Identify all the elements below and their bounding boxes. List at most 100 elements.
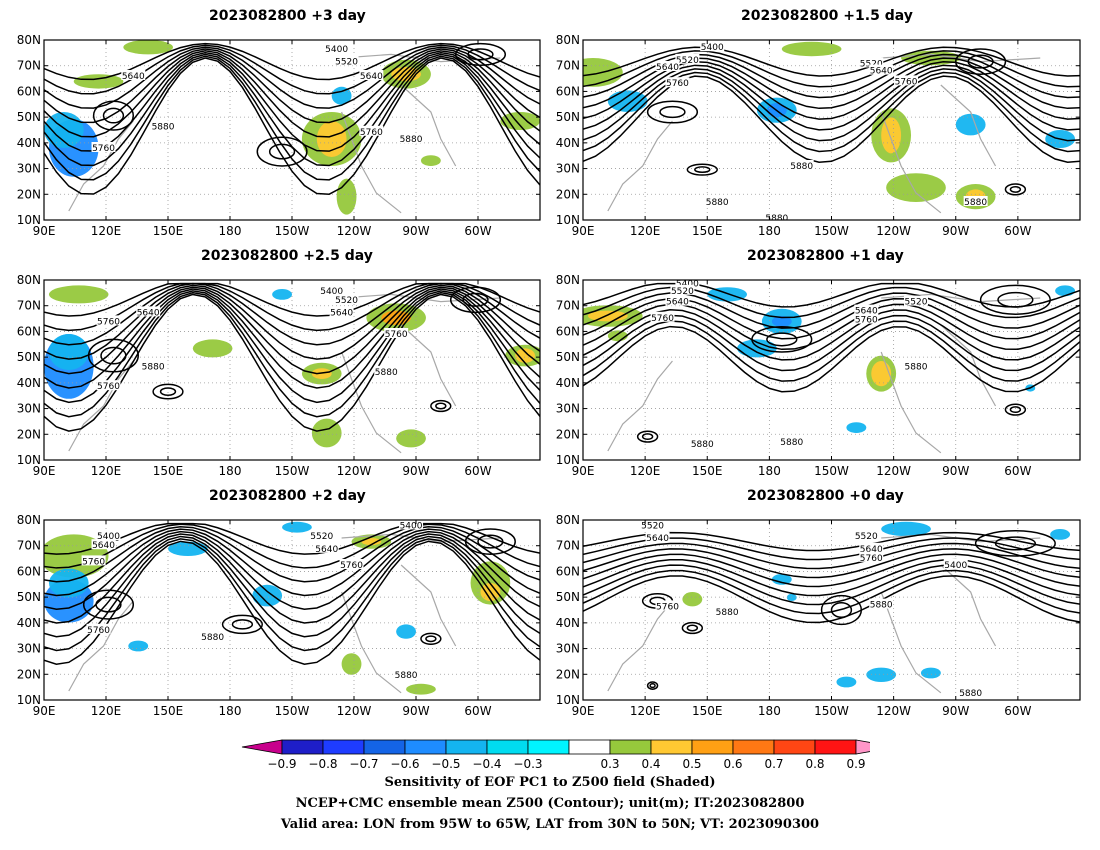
y-tick-label: 30N — [556, 642, 580, 656]
z500-contour — [44, 284, 540, 360]
sensitivity-shading — [682, 592, 703, 607]
colorbar-label: 0.8 — [805, 757, 824, 771]
sensitivity-shading — [1050, 529, 1071, 540]
y-tick-label: 30N — [17, 162, 41, 176]
y-tick-label: 80N — [17, 513, 41, 527]
contour-label: 5880 — [780, 438, 803, 448]
contour-label: 5760 — [895, 77, 918, 87]
sensitivity-shading — [866, 667, 897, 682]
colorbar-end — [855, 739, 870, 755]
x-tick-label: 60W — [1004, 464, 1031, 478]
z500-contour — [87, 338, 139, 373]
sensitivity-shading — [881, 117, 902, 154]
sensitivity-shading — [48, 285, 109, 304]
contour-label-bg — [200, 631, 225, 641]
y-tick-label: 40N — [17, 616, 41, 630]
colorbar-label: 0.7 — [764, 757, 783, 771]
contour-label: 5640 — [646, 534, 669, 544]
contour-label-bg — [859, 57, 884, 68]
coastline — [68, 600, 134, 692]
contour-label-bg — [399, 133, 424, 143]
y-tick-label: 30N — [17, 402, 41, 416]
y-tick-label: 70N — [556, 539, 580, 553]
x-tick-label: 90E — [33, 704, 56, 718]
contour-label-bg — [645, 532, 670, 542]
y-tick-label: 30N — [556, 162, 580, 176]
sensitivity-shading — [1055, 285, 1076, 297]
contour-label-bg — [324, 43, 349, 53]
x-tick-label: 60W — [464, 464, 491, 478]
sensitivity-shading — [515, 348, 536, 363]
contour-label: 5520 — [676, 56, 699, 66]
z500-contour — [583, 548, 1080, 579]
contour-label: 5640 — [360, 72, 383, 82]
y-tick-label: 50N — [17, 110, 41, 124]
y-tick-label: 50N — [17, 350, 41, 364]
contour-label-bg — [314, 542, 339, 553]
coastline — [607, 600, 673, 692]
z500-contour — [44, 533, 540, 624]
x-tick-label: 90E — [33, 224, 56, 238]
z500-contour — [659, 105, 686, 119]
x-tick-label: 90W — [402, 464, 429, 478]
sensitivity-shading — [396, 624, 416, 639]
y-tick-label: 70N — [17, 59, 41, 73]
z500-contour — [44, 50, 540, 138]
z500-contour — [583, 325, 1080, 393]
sensitivity-shading — [336, 178, 357, 215]
contour-label-bg — [655, 600, 680, 611]
panel-title: 2023082800 +1 day — [747, 248, 904, 264]
z500-contour — [583, 286, 1080, 319]
contour-label: 5880 — [765, 214, 788, 224]
colorbar-label: −0.4 — [472, 757, 501, 771]
z500-contour — [646, 100, 699, 124]
z500-contour — [231, 619, 254, 630]
z500-contour — [636, 430, 659, 443]
z500-contour — [830, 602, 853, 618]
x-tick-label: 150E — [692, 704, 723, 718]
contour-label-bg — [705, 196, 730, 206]
z500-contour — [583, 553, 1080, 588]
colorbar-segment — [814, 739, 857, 755]
z500-contour — [100, 346, 127, 365]
contour-label-bg — [309, 530, 334, 541]
y-tick-label: 20N — [17, 187, 41, 201]
z500-contour — [1004, 183, 1027, 196]
y-tick-label: 20N — [556, 187, 580, 201]
colorbar-segment — [322, 739, 365, 755]
sensitivity-shading — [871, 361, 892, 387]
x-tick-label: 150W — [814, 224, 849, 238]
y-tick-label: 30N — [556, 402, 580, 416]
colorbar-segment — [363, 739, 406, 755]
z500-contour — [44, 282, 540, 332]
z500-contour — [583, 75, 1080, 164]
panel-title: 2023082800 +1.5 day — [741, 8, 913, 24]
sensitivity-shading — [420, 155, 441, 166]
x-tick-label: 120E — [91, 224, 122, 238]
colorbar-segment — [609, 739, 652, 755]
y-tick-label: 70N — [17, 539, 41, 553]
x-tick-label: 150E — [692, 464, 723, 478]
z500-contour — [1009, 185, 1022, 193]
sensitivity-shading — [396, 429, 426, 448]
x-tick-label: 120E — [630, 704, 661, 718]
z500-contour — [44, 528, 540, 597]
y-tick-label: 60N — [556, 324, 580, 338]
y-tick-label: 50N — [556, 350, 580, 364]
contour-label-bg — [399, 520, 424, 530]
contour-label-bg — [96, 530, 121, 541]
contour-label: 5760 — [656, 602, 679, 612]
sensitivity-shading — [920, 667, 941, 679]
contour-label: 5760 — [360, 128, 383, 138]
contour-label-bg — [334, 55, 359, 66]
x-tick-label: 90W — [402, 224, 429, 238]
z500-contour — [44, 282, 540, 346]
contour-label-bg — [81, 555, 106, 566]
contour-label-bg — [869, 598, 894, 609]
x-tick-label: 150W — [814, 704, 849, 718]
z500-contour — [997, 291, 1034, 308]
contour-label: 5520 — [335, 296, 358, 306]
z500-contour — [583, 64, 1080, 131]
z500-contour — [44, 290, 540, 404]
contour-label: 5880 — [400, 135, 423, 145]
